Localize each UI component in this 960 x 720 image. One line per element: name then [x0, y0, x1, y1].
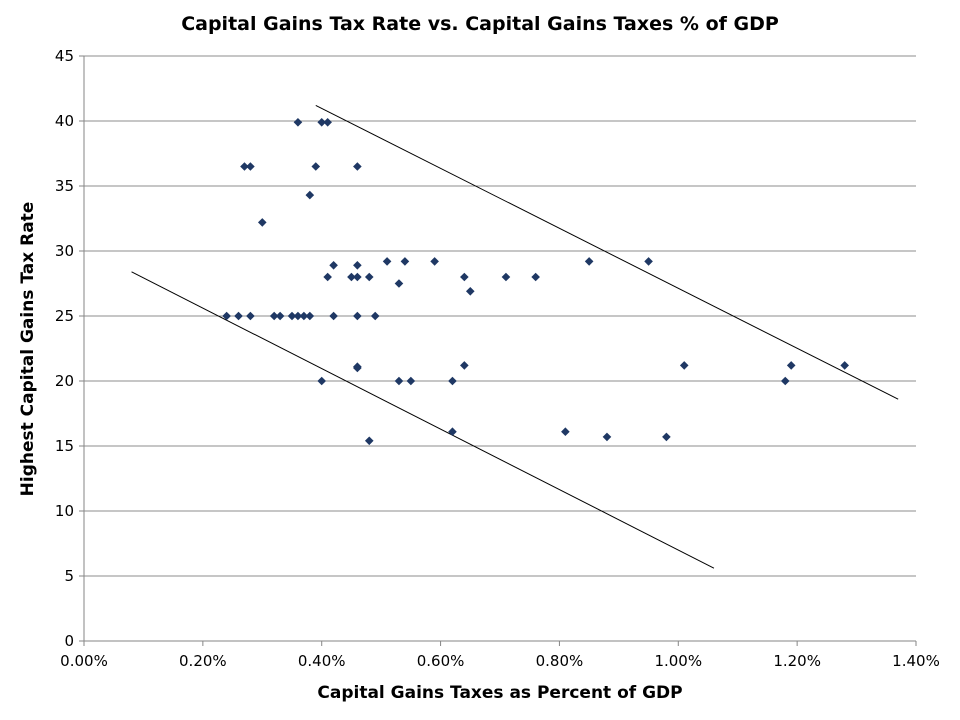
- chart-title: Capital Gains Tax Rate vs. Capital Gains…: [181, 13, 779, 35]
- trend-line: [315, 104, 899, 400]
- y-tick-label: 0: [64, 632, 74, 650]
- data-point: [246, 162, 255, 171]
- data-point: [394, 279, 404, 288]
- data-point: [501, 272, 511, 282]
- data-point: [317, 376, 327, 386]
- data-point: [240, 162, 249, 171]
- y-tick-label: 5: [64, 567, 74, 585]
- data-point: [353, 162, 362, 171]
- data-point: [382, 257, 392, 266]
- data-point: [353, 272, 362, 282]
- x-tick-label: 0.60%: [417, 652, 465, 670]
- data-point: [222, 311, 231, 321]
- x-tick-label: 1.20%: [773, 652, 821, 670]
- data-point: [786, 361, 796, 370]
- data-point: [257, 218, 267, 227]
- data-point: [460, 361, 469, 370]
- x-tick-label: 0.40%: [298, 652, 346, 670]
- data-point: [293, 311, 303, 321]
- y-tick-label: 20: [55, 372, 74, 390]
- data-point: [347, 272, 356, 282]
- data-point: [448, 427, 457, 436]
- data-point: [364, 436, 374, 446]
- gridlines: [84, 55, 916, 577]
- x-tick-labels: 0.00% 0.20% 0.40% 0.60% 0.80% 1.00% 1.20% 1.40%: [60, 652, 940, 670]
- trend-line: [131, 271, 715, 569]
- data-point: [269, 311, 279, 321]
- x-tick-label: 1.00%: [654, 652, 702, 670]
- data-point: [234, 311, 243, 321]
- data-point: [465, 287, 475, 296]
- data-point: [317, 118, 327, 127]
- x-tick-label: 1.40%: [892, 652, 940, 670]
- axes: [79, 55, 917, 646]
- data-point: [679, 361, 689, 370]
- data-point: [323, 272, 332, 282]
- data-point: [311, 162, 321, 171]
- data-point: [353, 363, 362, 373]
- y-tick-label: 15: [55, 437, 74, 455]
- data-point: [293, 118, 303, 127]
- data-point: [400, 257, 410, 266]
- data-point: [780, 376, 790, 386]
- data-point: [662, 432, 671, 442]
- y-tick-label: 10: [55, 502, 74, 520]
- data-point: [287, 311, 297, 321]
- data-point: [430, 257, 439, 266]
- y-tick-label: 30: [55, 242, 74, 260]
- data-point: [406, 376, 416, 386]
- x-tick-label: 0.20%: [179, 652, 227, 670]
- data-point: [299, 311, 309, 321]
- data-point: [602, 432, 612, 442]
- data-point: [561, 427, 570, 436]
- data-point: [305, 190, 315, 200]
- y-tick-label: 35: [55, 177, 74, 195]
- data-point: [364, 272, 374, 282]
- data-point: [840, 361, 849, 370]
- data-point: [329, 311, 338, 321]
- data-point: [353, 261, 362, 270]
- data-point: [460, 272, 469, 282]
- y-tick-labels: 0 5 10 15 20 25 30 35 40 45: [55, 47, 74, 650]
- data-point: [448, 376, 457, 386]
- data-point: [275, 311, 285, 321]
- data-point: [353, 311, 362, 321]
- trend-lines: [131, 104, 899, 569]
- data-point: [531, 272, 540, 282]
- data-point: [305, 311, 315, 321]
- y-tick-label: 40: [55, 112, 74, 130]
- data-point: [323, 118, 332, 127]
- y-axis-title: Highest Capital Gains Tax Rate: [18, 202, 38, 497]
- data-point: [394, 376, 404, 386]
- data-point: [644, 257, 653, 266]
- x-axis-title: Capital Gains Taxes as Percent of GDP: [317, 683, 682, 703]
- data-point: [584, 257, 594, 266]
- x-tick-label: 0.80%: [536, 652, 584, 670]
- data-point: [246, 311, 255, 321]
- data-point: [370, 311, 380, 321]
- data-point: [329, 261, 338, 270]
- y-tick-label: 25: [55, 307, 74, 325]
- y-tick-label: 45: [55, 47, 74, 65]
- x-tick-label: 0.00%: [60, 652, 108, 670]
- data-points: [222, 118, 849, 446]
